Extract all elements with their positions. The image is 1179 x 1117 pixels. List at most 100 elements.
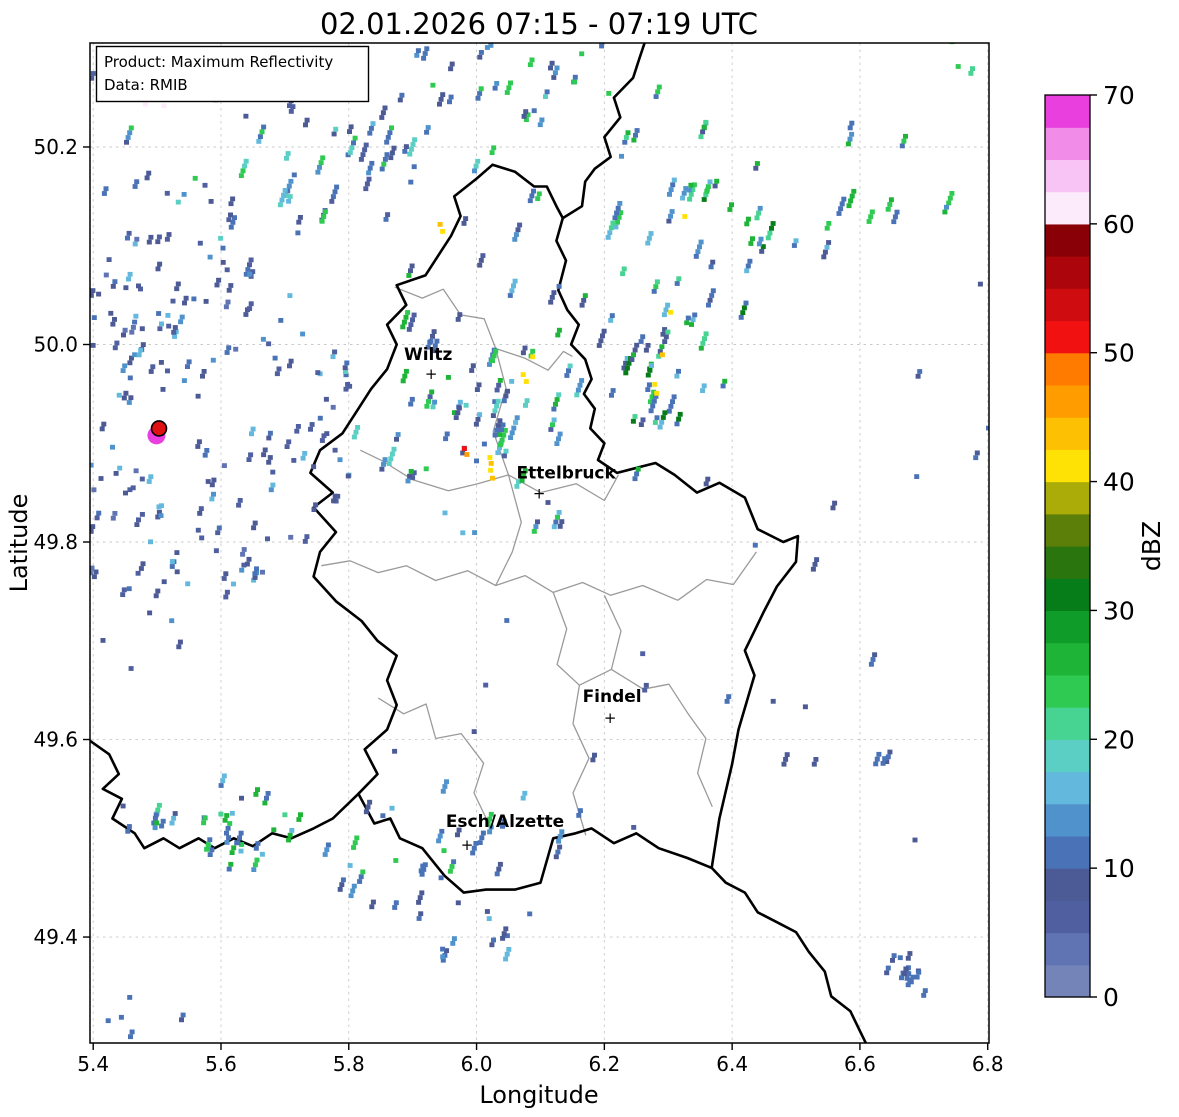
echo-cell [461, 446, 467, 451]
echo-cell [431, 329, 437, 334]
echo-cell [474, 387, 480, 392]
echo-cell [727, 207, 733, 212]
colorbar-tick-label: 40 [1103, 468, 1135, 497]
echo-cell [503, 956, 509, 962]
echo-cell [252, 862, 258, 868]
echo-cell [700, 388, 706, 393]
echo-cell [645, 387, 651, 392]
echo-cell [140, 342, 146, 347]
echo-cell [783, 757, 789, 762]
echo-cell [239, 842, 245, 847]
echo-cell [400, 324, 406, 330]
y-tick-label: 50.0 [33, 333, 78, 357]
echo-cell [281, 192, 287, 198]
echo-cell [487, 829, 493, 835]
echo-cell [765, 235, 771, 241]
echo-cell [112, 345, 118, 351]
echo-cell [205, 842, 211, 847]
echo-cell [181, 378, 187, 383]
echo-cell [447, 99, 452, 105]
echo-cell [339, 882, 345, 887]
echo-cell [551, 417, 557, 423]
echo-cell [480, 253, 486, 258]
echo-cell [439, 828, 445, 834]
echo-cell [267, 455, 273, 460]
echo-cell [638, 422, 644, 427]
echo-cell [478, 258, 484, 263]
admin-border [321, 560, 679, 601]
echo-cell [134, 179, 140, 185]
echo-cell [536, 191, 542, 197]
echo-cell [550, 422, 555, 428]
echo-cell [810, 566, 816, 572]
echo-cell [493, 348, 499, 354]
echo-cell [243, 158, 249, 164]
echo-cell [395, 432, 401, 437]
echo-cell [155, 266, 161, 272]
echo-cell [908, 979, 914, 985]
echo-cell [608, 318, 614, 323]
echo-cell [422, 51, 428, 56]
echo-cell [340, 877, 346, 883]
echo-cell [553, 401, 558, 407]
echo-cell [128, 1034, 133, 1040]
echo-cell [79, 585, 84, 590]
echo-cell [315, 370, 321, 375]
echo-cell [1002, 447, 1007, 452]
echo-cell [218, 811, 224, 817]
echo-cell [106, 257, 112, 262]
echo-cell [665, 329, 671, 335]
plot-frame [89, 42, 990, 1044]
echo-cell [253, 792, 259, 797]
echo-cell [138, 566, 144, 571]
echo-cell [407, 151, 413, 157]
echo-cell [130, 485, 136, 491]
echo-cell [668, 213, 673, 219]
echo-cell [155, 588, 161, 594]
echo-cell [904, 976, 910, 981]
echo-cell [261, 124, 267, 130]
echo-cell [256, 139, 262, 144]
echo-cell [447, 868, 453, 874]
echo-cell [643, 347, 649, 353]
echo-cell [64, 487, 69, 492]
echo-cell [182, 300, 187, 306]
echo-cell [351, 140, 356, 146]
echo-cell [239, 567, 245, 573]
echo-cell [657, 349, 663, 354]
echo-cell [63, 574, 68, 579]
echo-cell [14, 301, 19, 306]
echo-cell [1, 377, 6, 382]
echo-cell [709, 293, 715, 298]
echo-cell [634, 342, 640, 348]
echo-cell [59, 486, 64, 491]
colorbar-swatch [1045, 868, 1090, 901]
echo-cell [579, 302, 585, 308]
echo-cell [381, 161, 387, 167]
echo-cell [523, 109, 529, 114]
echo-cell [330, 404, 336, 410]
echo-cell [512, 237, 518, 242]
echo-cell [134, 236, 140, 242]
echo-cell [947, 195, 953, 201]
echo-cell [3, 372, 8, 377]
echo-cell [174, 286, 180, 292]
echo-cell [260, 569, 265, 575]
echo-cell [498, 442, 503, 448]
echo-cell [633, 132, 638, 138]
echo-cell [236, 502, 242, 508]
echo-cell [455, 410, 461, 416]
echo-cell [609, 392, 614, 398]
echo-cell [505, 388, 510, 394]
echo-cell [760, 244, 766, 249]
echo-cell [756, 210, 762, 216]
echo-cell [654, 279, 660, 285]
echo-cell [127, 360, 133, 366]
echo-cell [9, 373, 14, 378]
colorbar-layer: 0 10 20 30 40 50 60 70 [1044, 81, 1135, 1012]
echo-cell [101, 191, 107, 196]
echo-cell [153, 593, 159, 599]
echo-cell [67, 520, 72, 525]
echo-cell [290, 104, 296, 109]
echo-cell [631, 352, 636, 358]
